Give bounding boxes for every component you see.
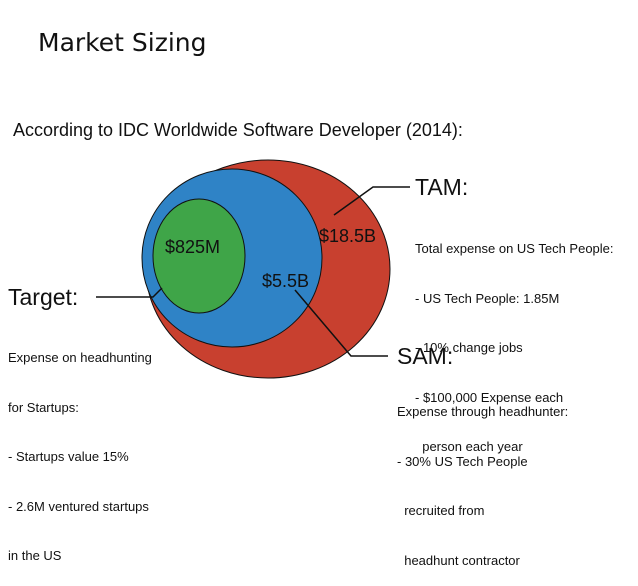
- sam-line: recruited from: [397, 503, 485, 518]
- target-line: for Startups:: [8, 399, 79, 415]
- tam-line: - 10% change jobs: [415, 340, 523, 355]
- target-leader-line: [96, 287, 163, 298]
- target-line: in the US: [8, 548, 62, 563]
- tam-value-label: $18.5B: [319, 226, 376, 246]
- tam-line: person each year: [415, 439, 523, 454]
- tam-description: Total expense on US Tech People: - US Te…: [415, 208, 614, 472]
- slide-subtitle: According to IDC Worldwide Software Deve…: [13, 120, 463, 140]
- tam-line: Total expense on US Tech People:: [415, 241, 614, 256]
- target-line: - 2.6M ventured startups: [8, 498, 149, 514]
- sam-description: Expense through headhunter: - 30% US Tec…: [397, 371, 568, 586]
- target-value-label: $825M: [165, 237, 220, 257]
- tam-line: - US Tech People: 1.85M: [415, 290, 560, 306]
- slide-title: Market Sizing: [38, 28, 207, 57]
- sam-line: - 30% US Tech People: [397, 453, 528, 469]
- target-description: Expense on headhunting for Startups: - S…: [8, 317, 152, 581]
- target-line: Expense on headhunting: [8, 350, 152, 365]
- tam-heading: TAM:: [415, 174, 469, 200]
- sam-line: headhunt contractor: [397, 552, 520, 568]
- sam-leader-line: [294, 289, 388, 357]
- sam-line: Expense through headhunter:: [397, 404, 569, 419]
- target-circle: [152, 198, 246, 314]
- target-line: - Startups value 15%: [8, 449, 129, 464]
- target-heading: Target:: [8, 284, 79, 310]
- market-size-diagram: $18.5B $5.5B $825M: [96, 159, 410, 379]
- sam-value-label: $5.5B: [262, 271, 309, 291]
- sam-heading: SAM:: [397, 343, 454, 369]
- tam-line: - $100,000 Expense each: [415, 389, 564, 405]
- tam-leader-line: [333, 186, 410, 216]
